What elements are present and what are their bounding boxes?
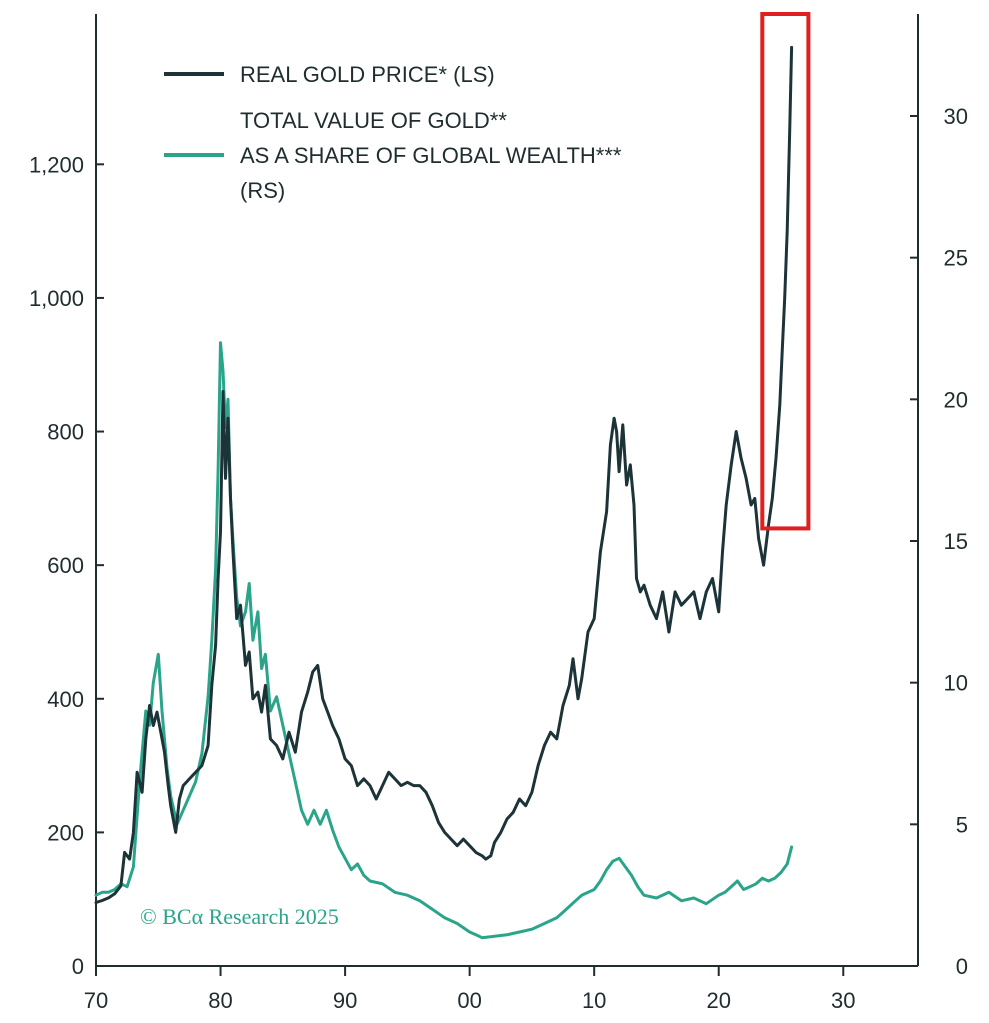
x-tick-label: 30 <box>831 988 855 1013</box>
right-tick-label: 15 <box>944 529 968 554</box>
left-tick-label: 1,000 <box>29 286 84 311</box>
left-tick-label: 1,200 <box>29 152 84 177</box>
highlight-box <box>760 12 811 531</box>
right-tick-label: 5 <box>956 812 968 837</box>
axes <box>95 14 919 967</box>
gold-share-line <box>94 341 794 940</box>
left-tick-label: 800 <box>47 420 84 445</box>
left-tick-label: 600 <box>47 553 84 578</box>
legend-label-gold-share-line1: TOTAL VALUE OF GOLD** <box>240 108 507 133</box>
legend: REAL GOLD PRICE* (LS) TOTAL VALUE OF GOL… <box>164 62 622 203</box>
left-axis-ticks: 0 200 400 600 800 1,000 1,200 <box>29 152 104 979</box>
x-tick-label: 90 <box>333 988 357 1013</box>
right-tick-label: 20 <box>944 387 968 412</box>
left-tick-label: 200 <box>47 820 84 845</box>
right-tick-label: 10 <box>944 671 968 696</box>
right-axis-ticks: 0 5 10 15 20 25 30 <box>910 104 968 979</box>
right-tick-label: 30 <box>944 104 968 129</box>
gold-price-line <box>94 45 794 904</box>
x-axis-ticks: 70 80 90 00 10 20 30 <box>84 966 856 1013</box>
credit-text: © BCα Research 2025 <box>140 904 339 929</box>
legend-label-gold-share-line2: AS A SHARE OF GLOBAL WEALTH*** <box>240 143 622 168</box>
x-tick-label: 70 <box>84 988 108 1013</box>
legend-label-gold-share-line3: (RS) <box>240 178 285 203</box>
left-tick-label: 400 <box>47 687 84 712</box>
legend-label-gold-price: REAL GOLD PRICE* (LS) <box>240 62 495 87</box>
right-tick-label: 0 <box>956 954 968 979</box>
left-tick-label: 0 <box>72 954 84 979</box>
x-tick-label: 10 <box>582 988 606 1013</box>
x-tick-label: 00 <box>457 988 481 1013</box>
right-tick-label: 25 <box>944 246 968 271</box>
x-tick-label: 20 <box>706 988 730 1013</box>
x-tick-label: 80 <box>208 988 232 1013</box>
